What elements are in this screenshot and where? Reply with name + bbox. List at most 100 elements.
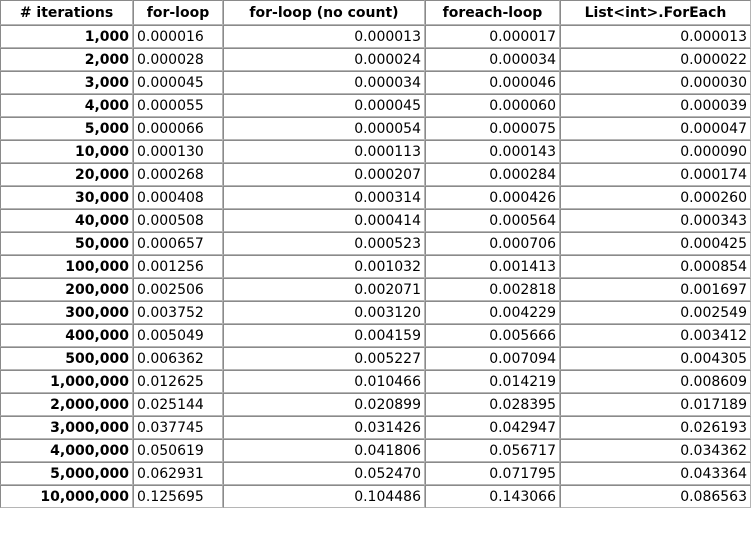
cell-iterations: 50,000 <box>0 232 133 255</box>
cell-iterations: 5,000 <box>0 117 133 140</box>
cell-for-loop-no-count: 0.104486 <box>223 485 425 508</box>
cell-for-loop-no-count: 0.002071 <box>223 278 425 301</box>
header-row: # iterations for-loop for-loop (no count… <box>0 0 751 25</box>
cell-for-loop: 0.025144 <box>133 393 223 416</box>
cell-iterations: 40,000 <box>0 209 133 232</box>
table-row: 30,000 0.000408 0.000314 0.000426 0.000260 <box>0 186 751 209</box>
cell-list-foreach: 0.000013 <box>560 25 751 48</box>
cell-list-foreach: 0.000854 <box>560 255 751 278</box>
cell-foreach-loop: 0.000046 <box>425 71 560 94</box>
cell-for-loop: 0.050619 <box>133 439 223 462</box>
cell-foreach-loop: 0.000706 <box>425 232 560 255</box>
cell-foreach-loop: 0.002818 <box>425 278 560 301</box>
cell-foreach-loop: 0.000034 <box>425 48 560 71</box>
table-row: 500,000 0.006362 0.005227 0.007094 0.004305 <box>0 347 751 370</box>
cell-list-foreach: 0.026193 <box>560 416 751 439</box>
cell-iterations: 300,000 <box>0 301 133 324</box>
cell-for-loop-no-count: 0.000414 <box>223 209 425 232</box>
loop-performance-table: # iterations for-loop for-loop (no count… <box>0 0 751 508</box>
cell-iterations: 5,000,000 <box>0 462 133 485</box>
cell-list-foreach: 0.000425 <box>560 232 751 255</box>
table-row: 1,000,000 0.012625 0.010466 0.014219 0.00860… <box>0 370 751 393</box>
table-row: 2,000 0.000028 0.000024 0.000034 0.000022 <box>0 48 751 71</box>
table-row: 10,000,000 0.125695 0.104486 0.143066 0.0865… <box>0 485 751 508</box>
cell-list-foreach: 0.002549 <box>560 301 751 324</box>
cell-foreach-loop: 0.000075 <box>425 117 560 140</box>
cell-list-foreach: 0.000022 <box>560 48 751 71</box>
cell-list-foreach: 0.000260 <box>560 186 751 209</box>
cell-iterations: 400,000 <box>0 324 133 347</box>
cell-foreach-loop: 0.000017 <box>425 25 560 48</box>
table-row: 400,000 0.005049 0.004159 0.005666 0.003412 <box>0 324 751 347</box>
cell-iterations: 4,000,000 <box>0 439 133 462</box>
cell-for-loop-no-count: 0.003120 <box>223 301 425 324</box>
table-row: 3,000,000 0.037745 0.031426 0.042947 0.02619… <box>0 416 751 439</box>
cell-foreach-loop: 0.000564 <box>425 209 560 232</box>
cell-foreach-loop: 0.007094 <box>425 347 560 370</box>
table-row: 4,000,000 0.050619 0.041806 0.056717 0.03436… <box>0 439 751 462</box>
cell-iterations: 10,000 <box>0 140 133 163</box>
cell-foreach-loop: 0.028395 <box>425 393 560 416</box>
cell-for-loop: 0.062931 <box>133 462 223 485</box>
cell-list-foreach: 0.000090 <box>560 140 751 163</box>
cell-foreach-loop: 0.000060 <box>425 94 560 117</box>
cell-iterations: 30,000 <box>0 186 133 209</box>
cell-for-loop-no-count: 0.005227 <box>223 347 425 370</box>
cell-foreach-loop: 0.000284 <box>425 163 560 186</box>
cell-list-foreach: 0.086563 <box>560 485 751 508</box>
cell-list-foreach: 0.000039 <box>560 94 751 117</box>
cell-iterations: 2,000 <box>0 48 133 71</box>
cell-list-foreach: 0.000174 <box>560 163 751 186</box>
cell-for-loop: 0.001256 <box>133 255 223 278</box>
table-body: 1,000 0.000016 0.000013 0.000017 0.000013 2,0… <box>0 25 751 508</box>
cell-for-loop-no-count: 0.000113 <box>223 140 425 163</box>
table-row: 1,000 0.000016 0.000013 0.000017 0.000013 <box>0 25 751 48</box>
table-row: 300,000 0.003752 0.003120 0.004229 0.002549 <box>0 301 751 324</box>
cell-for-loop-no-count: 0.041806 <box>223 439 425 462</box>
table-row: 20,000 0.000268 0.000207 0.000284 0.000174 <box>0 163 751 186</box>
cell-iterations: 3,000,000 <box>0 416 133 439</box>
header-for-loop-no-count: for-loop (no count) <box>223 0 425 25</box>
cell-for-loop: 0.000268 <box>133 163 223 186</box>
cell-for-loop: 0.000508 <box>133 209 223 232</box>
table-row: 200,000 0.002506 0.002071 0.002818 0.001697 <box>0 278 751 301</box>
cell-iterations: 1,000 <box>0 25 133 48</box>
table-row: 3,000 0.000045 0.000034 0.000046 0.000030 <box>0 71 751 94</box>
table-row: 4,000 0.000055 0.000045 0.000060 0.000039 <box>0 94 751 117</box>
cell-foreach-loop: 0.001413 <box>425 255 560 278</box>
table-row: 40,000 0.000508 0.000414 0.000564 0.000343 <box>0 209 751 232</box>
cell-for-loop: 0.000055 <box>133 94 223 117</box>
cell-for-loop: 0.037745 <box>133 416 223 439</box>
cell-list-foreach: 0.008609 <box>560 370 751 393</box>
cell-foreach-loop: 0.056717 <box>425 439 560 462</box>
cell-list-foreach: 0.017189 <box>560 393 751 416</box>
cell-list-foreach: 0.000343 <box>560 209 751 232</box>
cell-foreach-loop: 0.004229 <box>425 301 560 324</box>
cell-foreach-loop: 0.000143 <box>425 140 560 163</box>
cell-iterations: 2,000,000 <box>0 393 133 416</box>
cell-iterations: 4,000 <box>0 94 133 117</box>
cell-for-loop: 0.000657 <box>133 232 223 255</box>
cell-foreach-loop: 0.042947 <box>425 416 560 439</box>
cell-for-loop-no-count: 0.000024 <box>223 48 425 71</box>
cell-list-foreach: 0.001697 <box>560 278 751 301</box>
cell-for-loop: 0.000045 <box>133 71 223 94</box>
cell-for-loop: 0.000066 <box>133 117 223 140</box>
cell-for-loop-no-count: 0.020899 <box>223 393 425 416</box>
cell-list-foreach: 0.034362 <box>560 439 751 462</box>
header-iterations: # iterations <box>0 0 133 25</box>
cell-for-loop-no-count: 0.004159 <box>223 324 425 347</box>
cell-iterations: 200,000 <box>0 278 133 301</box>
table-row: 5,000 0.000066 0.000054 0.000075 0.000047 <box>0 117 751 140</box>
cell-for-loop-no-count: 0.000013 <box>223 25 425 48</box>
cell-foreach-loop: 0.071795 <box>425 462 560 485</box>
cell-list-foreach: 0.000047 <box>560 117 751 140</box>
cell-for-loop: 0.003752 <box>133 301 223 324</box>
cell-for-loop: 0.000016 <box>133 25 223 48</box>
cell-list-foreach: 0.043364 <box>560 462 751 485</box>
table-header: # iterations for-loop for-loop (no count… <box>0 0 751 25</box>
cell-for-loop-no-count: 0.010466 <box>223 370 425 393</box>
cell-iterations: 500,000 <box>0 347 133 370</box>
table-row: 2,000,000 0.025144 0.020899 0.028395 0.01718… <box>0 393 751 416</box>
cell-for-loop: 0.125695 <box>133 485 223 508</box>
